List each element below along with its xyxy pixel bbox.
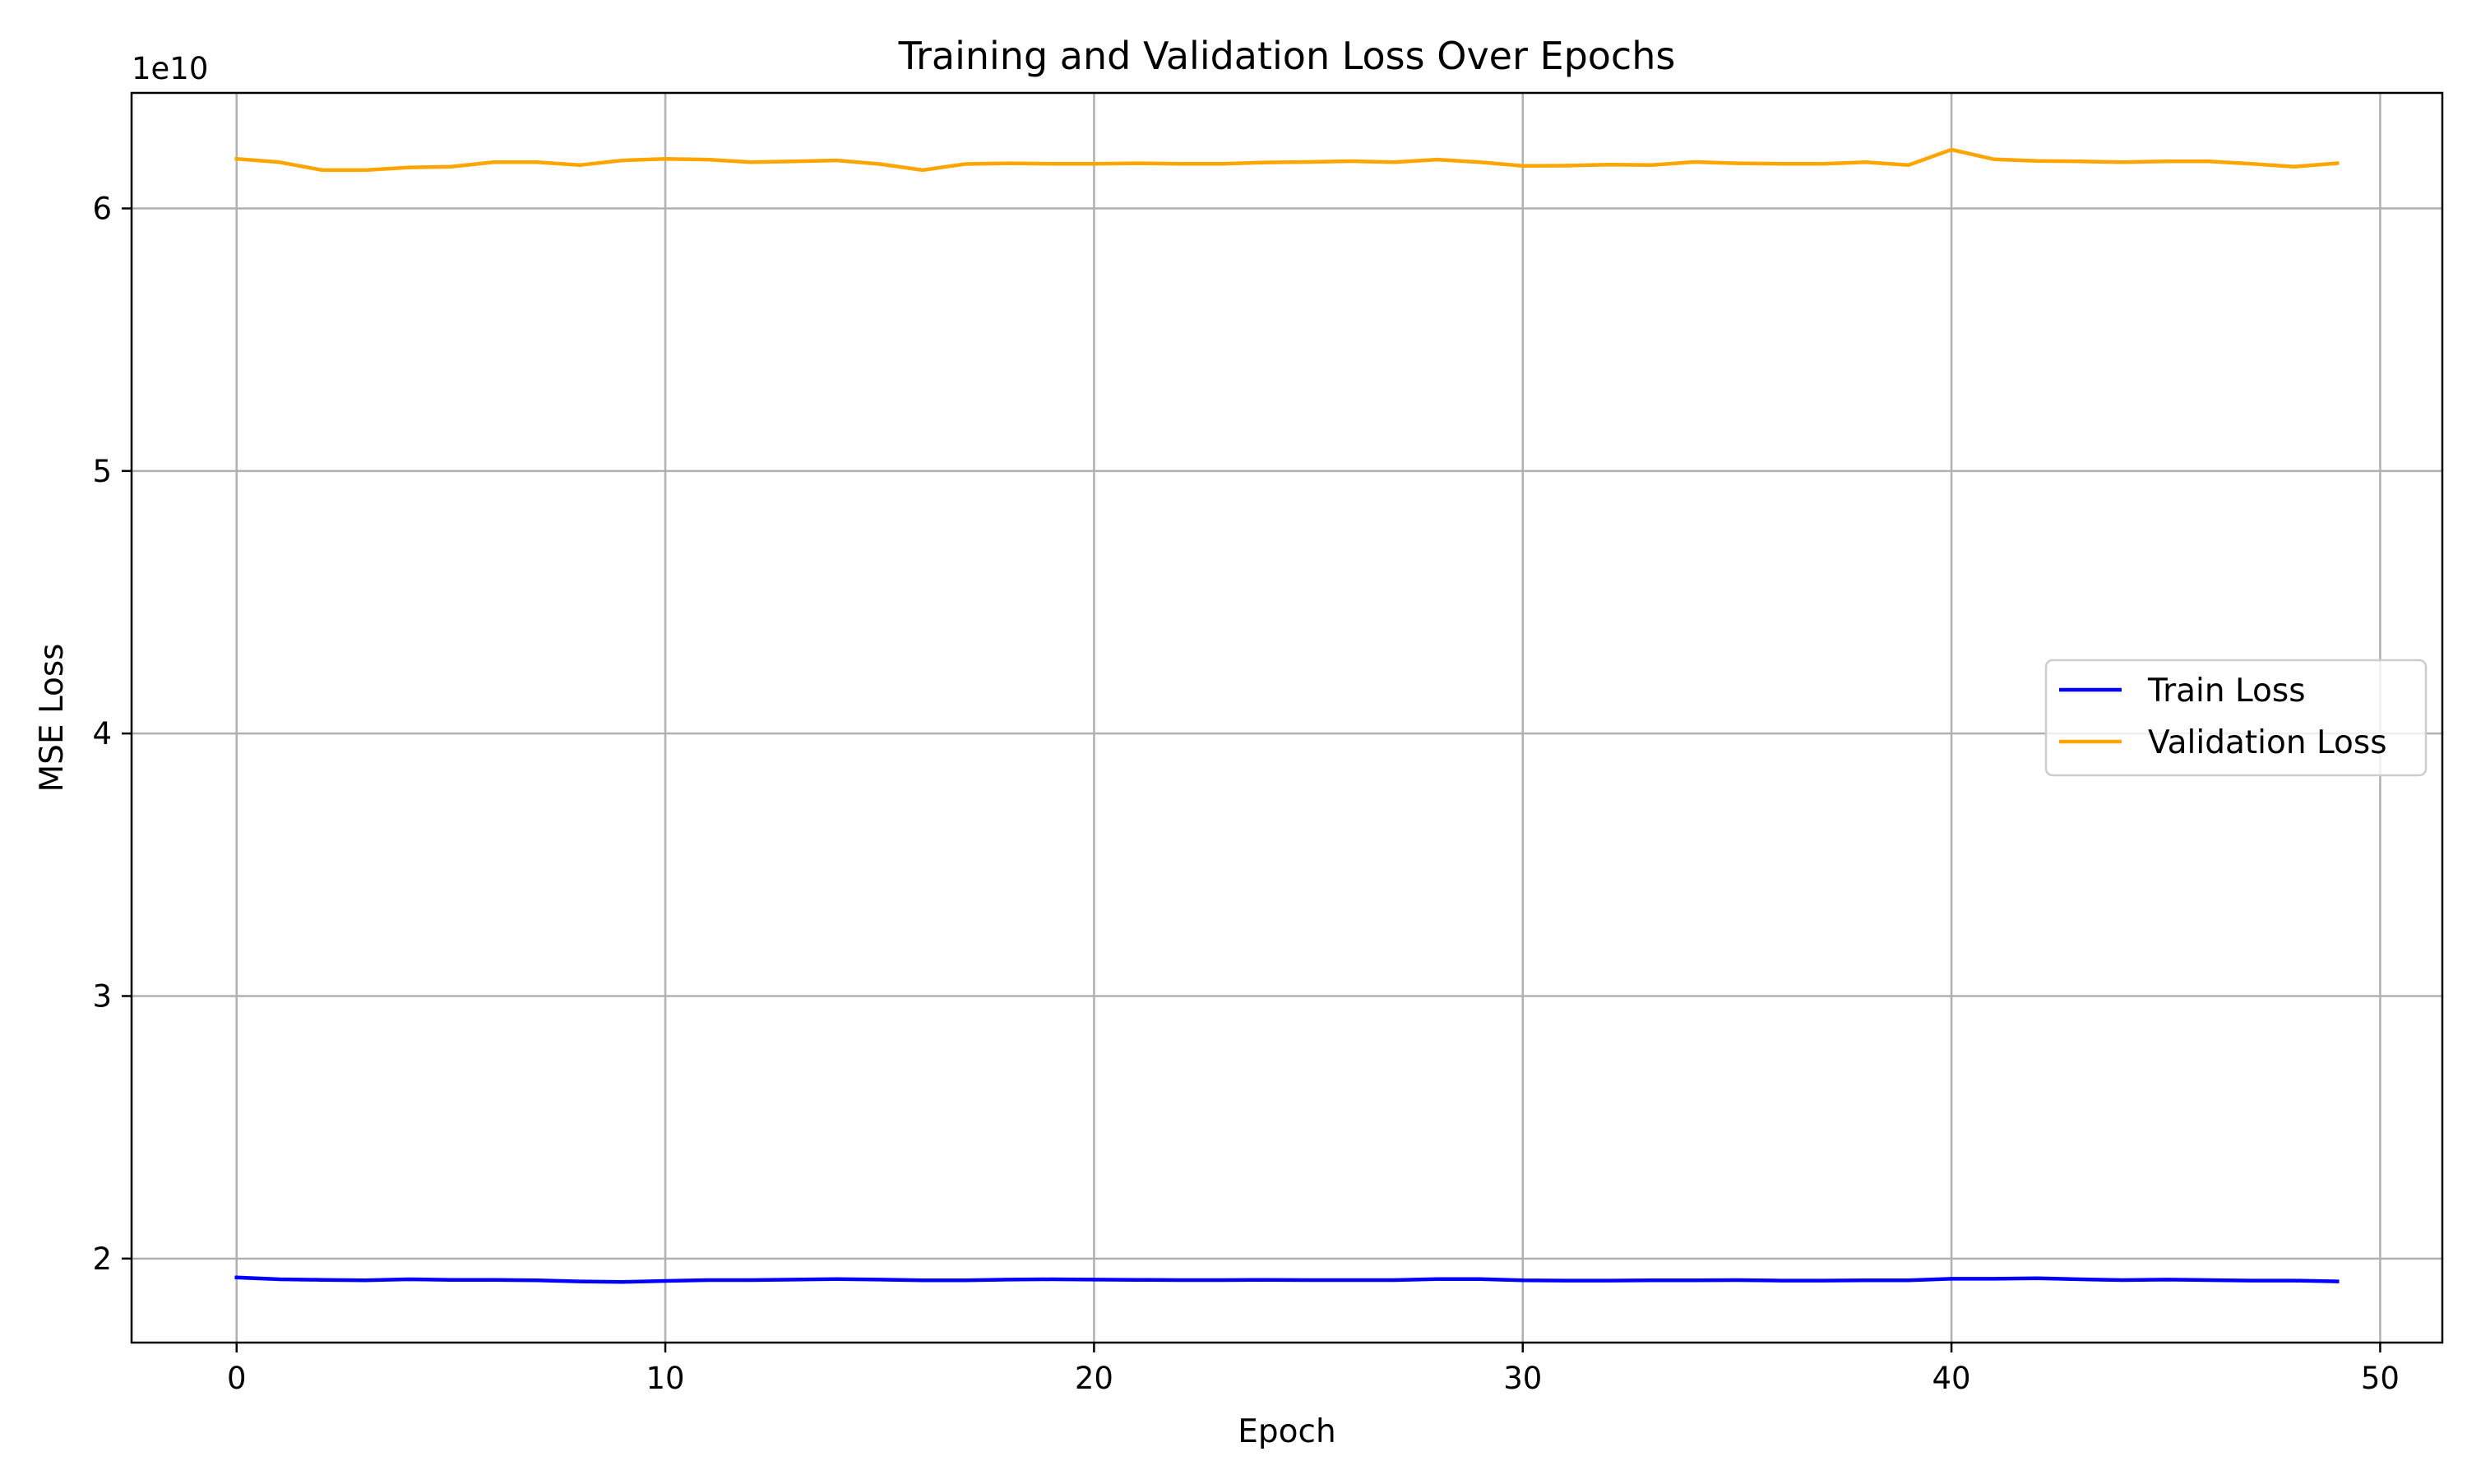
plot-frame [130,91,2444,1344]
x-tick-label: 20 [1075,1361,1113,1396]
y-tick-label: 6 [92,192,112,227]
series-line-train-loss [234,1275,2340,1284]
legend-label: Validation Loss [2148,724,2387,761]
legend: Train Loss Validation Loss [2044,659,2428,777]
y-axis-offset-label: 1e10 [132,51,208,86]
tick-layer: 0 10 20 30 40 50 2 3 4 5 6 [92,192,2400,1396]
x-axis-label: Epoch [1238,1413,1335,1450]
y-axis-label: MSE Loss [34,644,71,793]
x-tick-label: 10 [646,1361,685,1396]
series-line-validation-loss [234,147,2340,173]
y-tick-label: 2 [92,1241,112,1277]
y-tick-label: 5 [92,454,112,489]
x-tick-label: 30 [1503,1361,1542,1396]
series-layer [234,147,2340,1284]
x-tick-label: 0 [227,1361,247,1396]
x-tick-label: 40 [1932,1361,1971,1396]
y-tick-label: 3 [92,978,112,1014]
legend-box [2044,659,2428,777]
legend-label: Train Loss [2147,673,2306,710]
x-tick-label: 50 [2361,1361,2400,1396]
y-tick-label: 4 [92,716,112,751]
chart-title: Training and Validation Loss Over Epochs [898,34,1676,78]
